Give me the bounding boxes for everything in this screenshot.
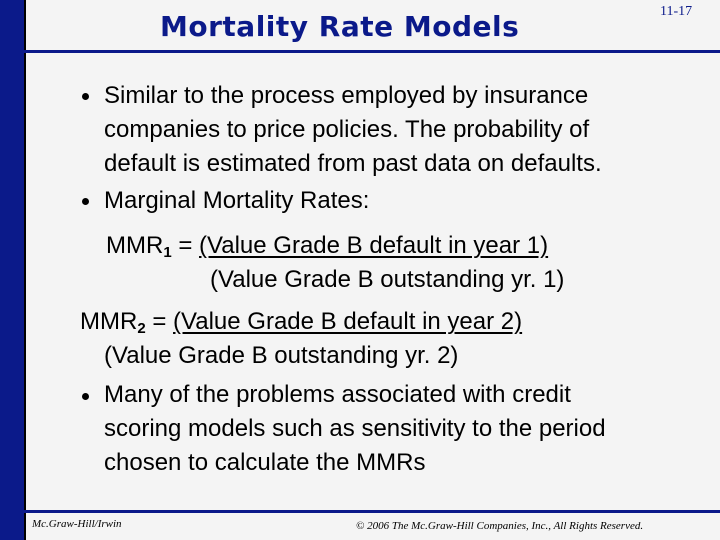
slide-number: 11-17 [660, 4, 693, 19]
mmr2-denominator: (Value Grade B outstanding yr. 2) [104, 342, 459, 369]
bullet-1-text: Similar to the process employed by insur… [104, 79, 602, 181]
mmr2-formula: MMR2 = (Value Grade B default in year 2) [80, 305, 522, 339]
mmr1-formula: MMR1 = (Value Grade B default in year 1) [106, 229, 548, 263]
title-rule [24, 50, 720, 53]
bullet-2-text: Marginal Mortality Rates: [104, 187, 370, 214]
mmr2-numerator: (Value Grade B default in year 2) [173, 308, 523, 335]
mmr2-equals: = [145, 308, 174, 335]
bullet-dot-icon [82, 393, 89, 400]
bullet-3-line-2: scoring models such as sensitivity to th… [104, 415, 606, 442]
bullet-3-text: Many of the problems associated with cre… [104, 378, 606, 480]
slide-title: Mortality Rate Models [160, 10, 520, 43]
mmr1-subscript: 1 [163, 244, 172, 261]
mmr1-numerator: (Value Grade B default in year 1) [199, 232, 549, 259]
bullet-3-line-3: chosen to calculate the MMRs [104, 449, 426, 476]
mmr1-denominator: (Value Grade B outstanding yr. 1) [210, 266, 565, 293]
mmr1-equals: = [171, 232, 200, 259]
mmr2-subscript: 2 [137, 320, 146, 337]
bullet-1-line-2: companies to price policies. The probabi… [104, 116, 590, 143]
mmr1-label: MMR [106, 232, 164, 259]
bullet-3-line-1: Many of the problems associated with cre… [104, 381, 571, 408]
footer-copyright: © 2006 The Mc.Graw-Hill Companies, Inc.,… [356, 520, 644, 532]
mmr2-label: MMR [80, 308, 138, 335]
footer-publisher: Mc.Graw-Hill/Irwin [32, 518, 122, 530]
bullet-1-line-1: Similar to the process employed by insur… [104, 82, 589, 109]
left-divider-line [24, 0, 26, 540]
bullet-dot-icon [82, 198, 89, 205]
bullet-dot-icon [82, 93, 89, 100]
left-accent-bar [0, 0, 24, 540]
bullet-1-line-3: default is estimated from past data on d… [104, 150, 602, 177]
footer-rule [24, 510, 720, 513]
